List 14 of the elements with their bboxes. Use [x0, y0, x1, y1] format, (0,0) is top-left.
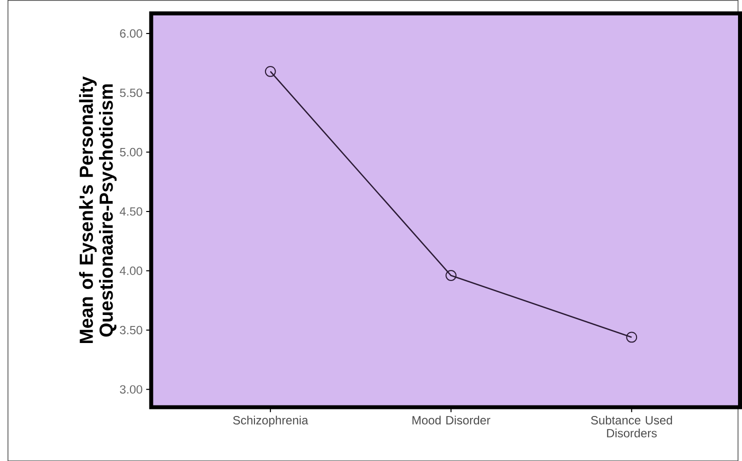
- point: [446, 270, 456, 281]
- y-tick-label: 3.00: [120, 385, 142, 394]
- x-tick-label: Schizophrenia: [233, 416, 308, 427]
- y-tick-label: 6.00: [120, 29, 142, 38]
- y-axis-title: Mean of Eysenk's Personality Questionaaire-Psychoticism: [79, 76, 117, 343]
- x-tick-label: Subtance Used Disorders: [591, 416, 672, 438]
- y-tick-label: 3.50: [120, 326, 142, 334]
- y-tick-label: 4.50: [120, 207, 142, 216]
- x-tick-label: Mood Disorder: [412, 416, 490, 424]
- point: [626, 332, 638, 343]
- point: [264, 66, 276, 77]
- y-tick-label: 5.50: [120, 88, 142, 97]
- y-tick-label: 4.00: [120, 266, 142, 275]
- y-tick-label: 5.00: [120, 148, 142, 156]
